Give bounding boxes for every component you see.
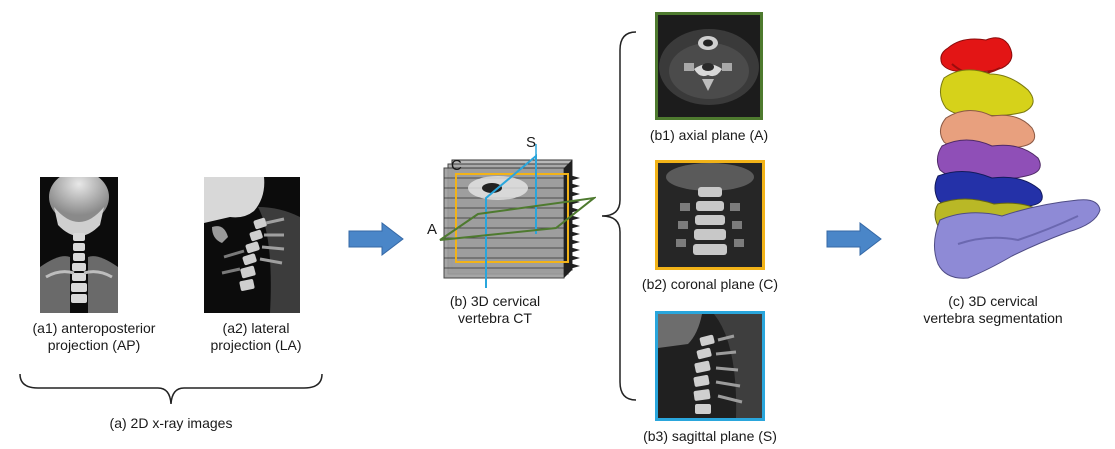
la-caption-line2: projection (LA) <box>210 337 302 353</box>
ct-caption-line1: (b) 3D cervical <box>449 293 541 309</box>
segmentation-caption-line1: (c) 3D cervical <box>948 293 1038 309</box>
axial-caption: (b1) axial plane (A) <box>649 127 769 143</box>
ct-label-c: C <box>451 157 462 174</box>
segmentation-image <box>928 34 1108 284</box>
ap-caption: (a1) anteroposterior projection (AP) <box>14 320 174 354</box>
planes-brace <box>598 30 638 402</box>
la-caption-line1: (a2) lateral <box>222 320 290 336</box>
ct-label-s: S <box>526 134 537 151</box>
segmentation-caption-line2: vertebra segmentation <box>923 310 1063 326</box>
arrow-right-icon <box>348 222 404 256</box>
ct-label-a: A <box>427 221 438 238</box>
ct-caption: (b) 3D cervical vertebra CT <box>430 293 560 327</box>
ct-caption-line2: vertebra CT <box>458 310 532 326</box>
xray-group-caption: (a) 2D x-ray images <box>109 415 233 431</box>
coronal-plane-image <box>655 160 765 270</box>
ap-caption-line1: (a1) anteroposterior <box>32 320 156 336</box>
ap-caption-line2: projection (AP) <box>47 337 141 353</box>
ct-volume-image <box>426 138 596 288</box>
sagittal-plane-image <box>655 311 765 421</box>
segmentation-caption: (c) 3D cervical vertebra segmentation <box>903 293 1083 327</box>
xray-group-brace <box>18 372 324 406</box>
sagittal-caption: (b3) sagittal plane (S) <box>643 428 777 444</box>
la-caption: (a2) lateral projection (LA) <box>186 320 326 354</box>
ap-xray-image <box>40 177 118 313</box>
arrow-right-icon <box>826 222 882 256</box>
la-xray-image <box>204 177 300 313</box>
coronal-caption: (b2) coronal plane (C) <box>641 276 779 292</box>
axial-plane-image <box>655 12 763 120</box>
